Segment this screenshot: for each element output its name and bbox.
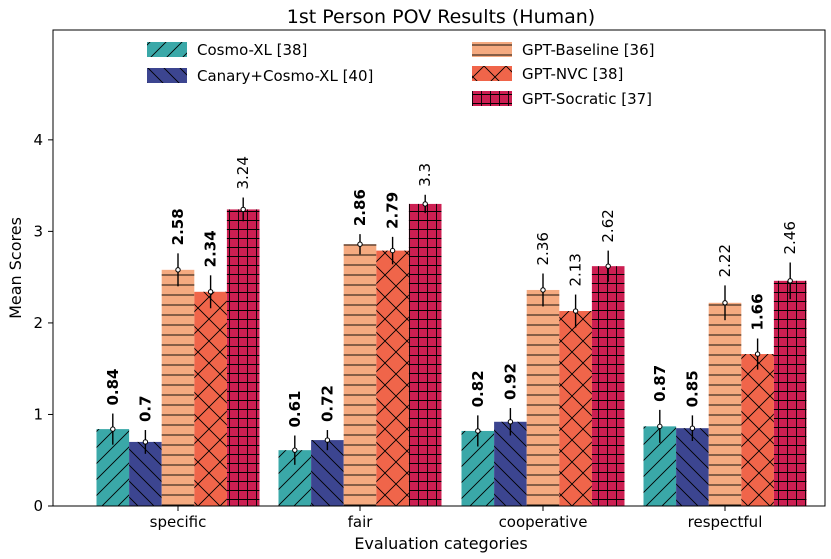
x-tick-label-fair: fair (348, 513, 374, 531)
mean-marker-canary-cosmo-xl-40-respectful (689, 425, 696, 431)
legend-swatch-hatch-gpt-socratic-37 (472, 91, 512, 106)
bar-hatch-gpt-baseline-36-respectful (708, 302, 742, 506)
mean-marker-gpt-baseline-36-fair (357, 241, 363, 247)
value-label-gpt-nvc-38-cooperative: 2.13 (567, 253, 585, 286)
mean-marker-gpt-socratic-37-specific (240, 206, 246, 213)
legend-label-gpt-baseline-36: GPT-Baseline [36] (522, 41, 655, 59)
legend-swatch-hatch-canary-cosmo-xl-40 (147, 68, 187, 83)
value-label-canary-cosmo-xl-40-cooperative: 0.92 (501, 363, 519, 400)
bar-hatch-gpt-nvc-38-cooperative (559, 311, 592, 506)
mean-marker-gpt-nvc-38-specific (207, 289, 214, 295)
value-label-gpt-baseline-36-respectful: 2.22 (716, 244, 734, 277)
value-label-cosmo-xl-38-fair: 0.61 (286, 390, 304, 427)
mean-marker-cosmo-xl-38-respectful (657, 423, 663, 430)
legend: Cosmo-XL [38] Canary+Cosmo-XL [40] GPT-Bas… (147, 41, 655, 108)
mean-marker-gpt-baseline-36-cooperative (540, 287, 546, 293)
mean-marker-gpt-socratic-37-cooperative (605, 263, 611, 269)
y-tick-label: 2 (33, 314, 43, 332)
legend-label-gpt-socratic-37: GPT-Socratic [37] (522, 90, 652, 108)
value-label-gpt-socratic-37-cooperative: 2.62 (599, 209, 617, 242)
mean-marker-gpt-baseline-36-respectful (722, 300, 728, 306)
bar-hatch-gpt-nvc-38-respectful (741, 354, 774, 506)
mean-marker-canary-cosmo-xl-40-cooperative (507, 419, 514, 425)
bar-hatch-canary-cosmo-xl-40-respectful (676, 428, 709, 506)
mean-marker-gpt-socratic-37-respectful (787, 278, 793, 284)
bar-hatch-gpt-socratic-37-fair (408, 203, 442, 506)
bar-hatch-gpt-baseline-36-fair (343, 244, 377, 506)
x-tick-label-specific: specific (150, 513, 207, 531)
mean-marker-gpt-nvc-38-respectful (754, 351, 761, 357)
y-tick-label: 3 (33, 222, 43, 240)
y-tick-label: 0 (33, 497, 43, 515)
y-tick-label: 4 (33, 131, 43, 149)
bar-hatch-gpt-nvc-38-fair (376, 250, 409, 506)
value-label-cosmo-xl-38-cooperative: 0.82 (469, 370, 487, 407)
legend-swatch-hatch-gpt-baseline-36 (472, 42, 512, 57)
bar-hatch-canary-cosmo-xl-40-cooperative (494, 421, 527, 506)
value-label-gpt-socratic-37-respectful: 2.46 (781, 221, 799, 254)
mean-marker-cosmo-xl-38-specific (110, 426, 116, 432)
y-tick-label: 1 (33, 405, 43, 423)
legend-label-gpt-nvc-38: GPT-NVC [38] (522, 65, 623, 83)
x-tick-label-cooperative: cooperative (499, 513, 588, 531)
legend-label-cosmo-xl-38: Cosmo-XL [38] (197, 41, 307, 59)
value-label-cosmo-xl-38-specific: 0.84 (104, 369, 122, 406)
y-axis: 0 1 2 3 4 (33, 131, 53, 515)
bar-hatch-gpt-socratic-37-cooperative (591, 266, 625, 506)
mean-marker-gpt-baseline-36-specific (175, 267, 181, 273)
plot-frame (52, 29, 826, 507)
value-label-canary-cosmo-xl-40-respectful: 0.85 (683, 370, 701, 407)
bar-hatch-gpt-socratic-37-specific (226, 209, 260, 506)
bar-hatch-gpt-baseline-36-specific (161, 269, 195, 506)
bar-hatch-canary-cosmo-xl-40-fair (311, 440, 344, 506)
mean-marker-gpt-nvc-38-fair (389, 247, 396, 254)
x-axis-label: Evaluation categories (354, 534, 527, 553)
value-label-gpt-baseline-36-specific: 2.58 (169, 208, 187, 245)
x-axis: specific fair cooperative respectful (150, 506, 763, 531)
legend-swatch-hatch-cosmo-xl-38 (147, 42, 187, 57)
value-label-gpt-socratic-37-fair: 3.3 (416, 163, 434, 187)
value-label-cosmo-xl-38-respectful: 0.87 (651, 365, 669, 402)
bar-hatch-gpt-socratic-37-respectful (773, 280, 807, 506)
value-label-gpt-nvc-38-fair: 2.79 (384, 192, 402, 229)
mean-marker-cosmo-xl-38-fair (292, 447, 298, 453)
value-label-gpt-baseline-36-fair: 2.86 (351, 189, 369, 226)
bar-hatch-gpt-baseline-36-cooperative (526, 289, 560, 506)
value-label-gpt-baseline-36-cooperative: 2.36 (534, 232, 552, 265)
mean-marker-gpt-nvc-38-cooperative (572, 308, 579, 314)
mean-marker-gpt-socratic-37-fair (422, 201, 428, 207)
value-label-gpt-nvc-38-respectful: 1.66 (749, 293, 767, 330)
x-tick-label-respectful: respectful (688, 513, 763, 531)
y-axis-label: Mean Scores (6, 217, 25, 319)
legend-swatch-hatch-gpt-nvc-38 (472, 66, 512, 81)
mean-marker-canary-cosmo-xl-40-specific (142, 439, 149, 445)
chart-title: 1st Person POV Results (Human) (287, 6, 595, 28)
value-label-gpt-socratic-37-specific: 3.24 (234, 156, 252, 189)
value-label-gpt-nvc-38-specific: 2.34 (202, 230, 220, 267)
mean-marker-canary-cosmo-xl-40-fair (324, 437, 331, 443)
value-label-canary-cosmo-xl-40-fair: 0.72 (318, 385, 336, 422)
legend-label-canary-cosmo-xl-40: Canary+Cosmo-XL [40] (197, 67, 373, 85)
bar-hatch-gpt-nvc-38-specific (194, 291, 227, 506)
value-label-canary-cosmo-xl-40-specific: 0.7 (136, 395, 154, 422)
mean-marker-cosmo-xl-38-cooperative (475, 428, 481, 434)
